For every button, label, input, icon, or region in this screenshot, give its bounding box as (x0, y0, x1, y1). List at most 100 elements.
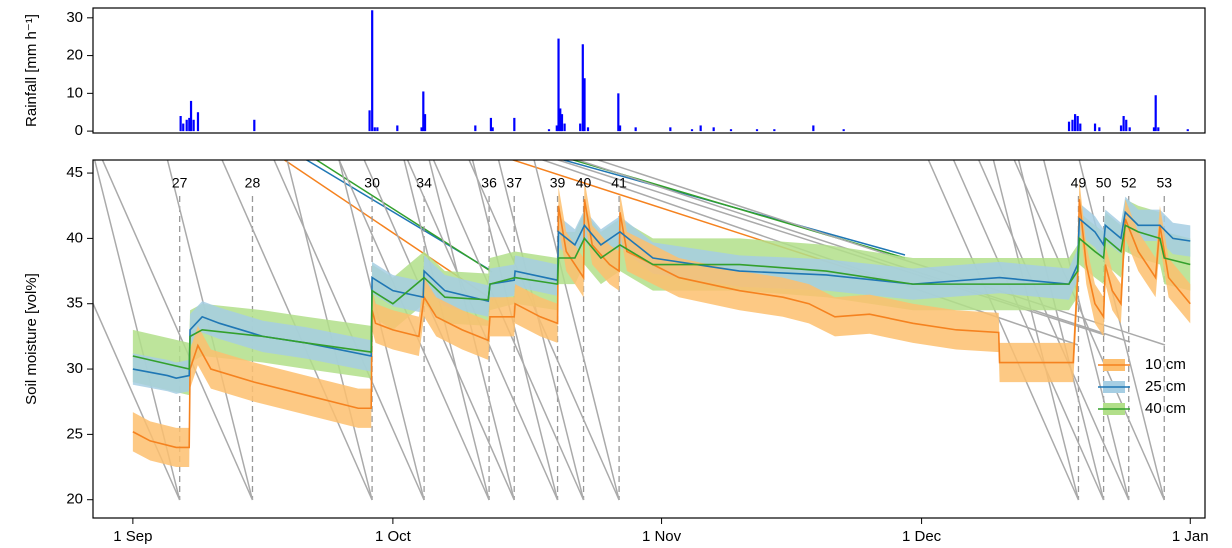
rain-bar (253, 119, 256, 132)
y-tick-label: 45 (66, 164, 83, 181)
rain-bar (189, 100, 193, 132)
guide-diagonal (101, 160, 254, 501)
event-label: 39 (550, 175, 566, 191)
event-label: 52 (1121, 175, 1137, 191)
x-tick-label: 1 Dec (902, 528, 942, 545)
rain-bar (474, 125, 477, 132)
event-label: 41 (611, 175, 627, 191)
y-tick-label: 0 (75, 122, 83, 139)
rain-bar (196, 112, 200, 132)
rain-bar (396, 125, 399, 132)
event-label: 27 (172, 175, 188, 191)
rain-bar (489, 117, 493, 132)
rain-bar (1093, 123, 1097, 132)
rain-bar (586, 127, 590, 132)
x-tick-label: 1 Jan (1172, 528, 1209, 545)
y-tick-label: 25 (66, 425, 83, 442)
guide-diagonal (1017, 160, 1105, 501)
guide-diagonal (1013, 160, 1165, 501)
rain-bar (368, 110, 371, 132)
rain-bar (373, 127, 376, 132)
rain-bar (581, 44, 584, 132)
event-label: 28 (245, 175, 261, 191)
guide-diagonal (952, 160, 1105, 501)
y-axis-label: Rainfall [mm h⁻¹] (23, 14, 40, 127)
y-tick-label: 35 (66, 295, 83, 312)
rain-bar (812, 125, 815, 132)
axes-frame (92, 7, 1206, 134)
guide-diagonal (1043, 160, 1130, 501)
event-label: 53 (1156, 175, 1172, 191)
rain-bar (188, 117, 191, 132)
event-label: 50 (1096, 175, 1112, 191)
diagonal (315, 160, 493, 273)
rain-bar (547, 129, 551, 132)
y-tick-label: 40 (66, 229, 83, 246)
diagonal (595, 160, 1166, 346)
rain-bar (1122, 116, 1125, 132)
rain-bar (1152, 127, 1156, 132)
x-tick-label: 1 Nov (642, 528, 682, 545)
event-label: 49 (1071, 175, 1087, 191)
rain-bar (557, 38, 560, 132)
clip-group (93, 160, 1191, 501)
guide-diagonal (533, 160, 620, 501)
y-tick-label: 10 (66, 84, 83, 101)
rain-bar (422, 91, 425, 132)
rain-bar (1125, 119, 1128, 132)
rain-bar (1119, 125, 1123, 132)
rain-bar (1154, 95, 1157, 132)
rain-bar (423, 114, 427, 132)
rain-bar (182, 123, 185, 132)
rain-bar (1128, 127, 1131, 132)
guide-diagonal (978, 160, 1130, 501)
rain-bar (555, 125, 558, 132)
plot: 0 10 20 30 Rainfall [mm h⁻¹] 27 28 30 34 36 37 39 40… (23, 7, 1209, 545)
rain-bar (583, 78, 586, 132)
guide-diagonal (471, 160, 559, 501)
legend-label: 40 cm (1145, 400, 1186, 417)
uncertainty-band (132, 179, 1191, 468)
rain-bar (559, 108, 562, 132)
rain-bar (1067, 121, 1071, 132)
y-tick-label: 30 (66, 360, 83, 377)
rain-bar (690, 129, 694, 132)
rain-bar (560, 114, 564, 132)
event-label: 37 (506, 175, 522, 191)
axes-frame (92, 159, 1206, 519)
rain-bar (1186, 129, 1189, 132)
x-tick-label: 1 Sep (113, 528, 152, 545)
rain-bar (1071, 119, 1074, 132)
rain-bar (420, 127, 423, 132)
rain-bar (179, 116, 182, 132)
rain-bar (185, 119, 188, 132)
event-label: 34 (416, 175, 432, 191)
rain-bar (729, 129, 733, 132)
y-tick-label: 30 (66, 9, 83, 26)
rain-bar (1079, 123, 1082, 132)
rain-bar (1157, 127, 1160, 132)
rain-bar (669, 127, 672, 132)
rain-bar (773, 129, 776, 132)
rain-bar (617, 93, 620, 132)
rain-bar (513, 117, 516, 132)
rain-bar (699, 125, 702, 132)
y-axis-label: Soil moisture [vol%] (23, 273, 40, 405)
rain-bar (618, 125, 622, 132)
rain-bar (842, 129, 845, 132)
guide-diagonal (992, 160, 1080, 501)
rain-bar (491, 127, 494, 132)
y-tick-label: 20 (66, 47, 83, 64)
legend-label: 10 cm (1145, 356, 1186, 373)
uncertainty-band (132, 196, 1191, 394)
rain-bar (634, 127, 637, 132)
rain-bar (1073, 114, 1077, 132)
legend-label: 25 cm (1145, 378, 1186, 395)
moisture-line (132, 224, 1191, 371)
event-label: 30 (364, 175, 380, 191)
moisture-line (132, 210, 1191, 380)
y-tick-label: 20 (66, 491, 83, 508)
guide-diagonal (927, 160, 1080, 501)
rain-bar (712, 127, 715, 132)
